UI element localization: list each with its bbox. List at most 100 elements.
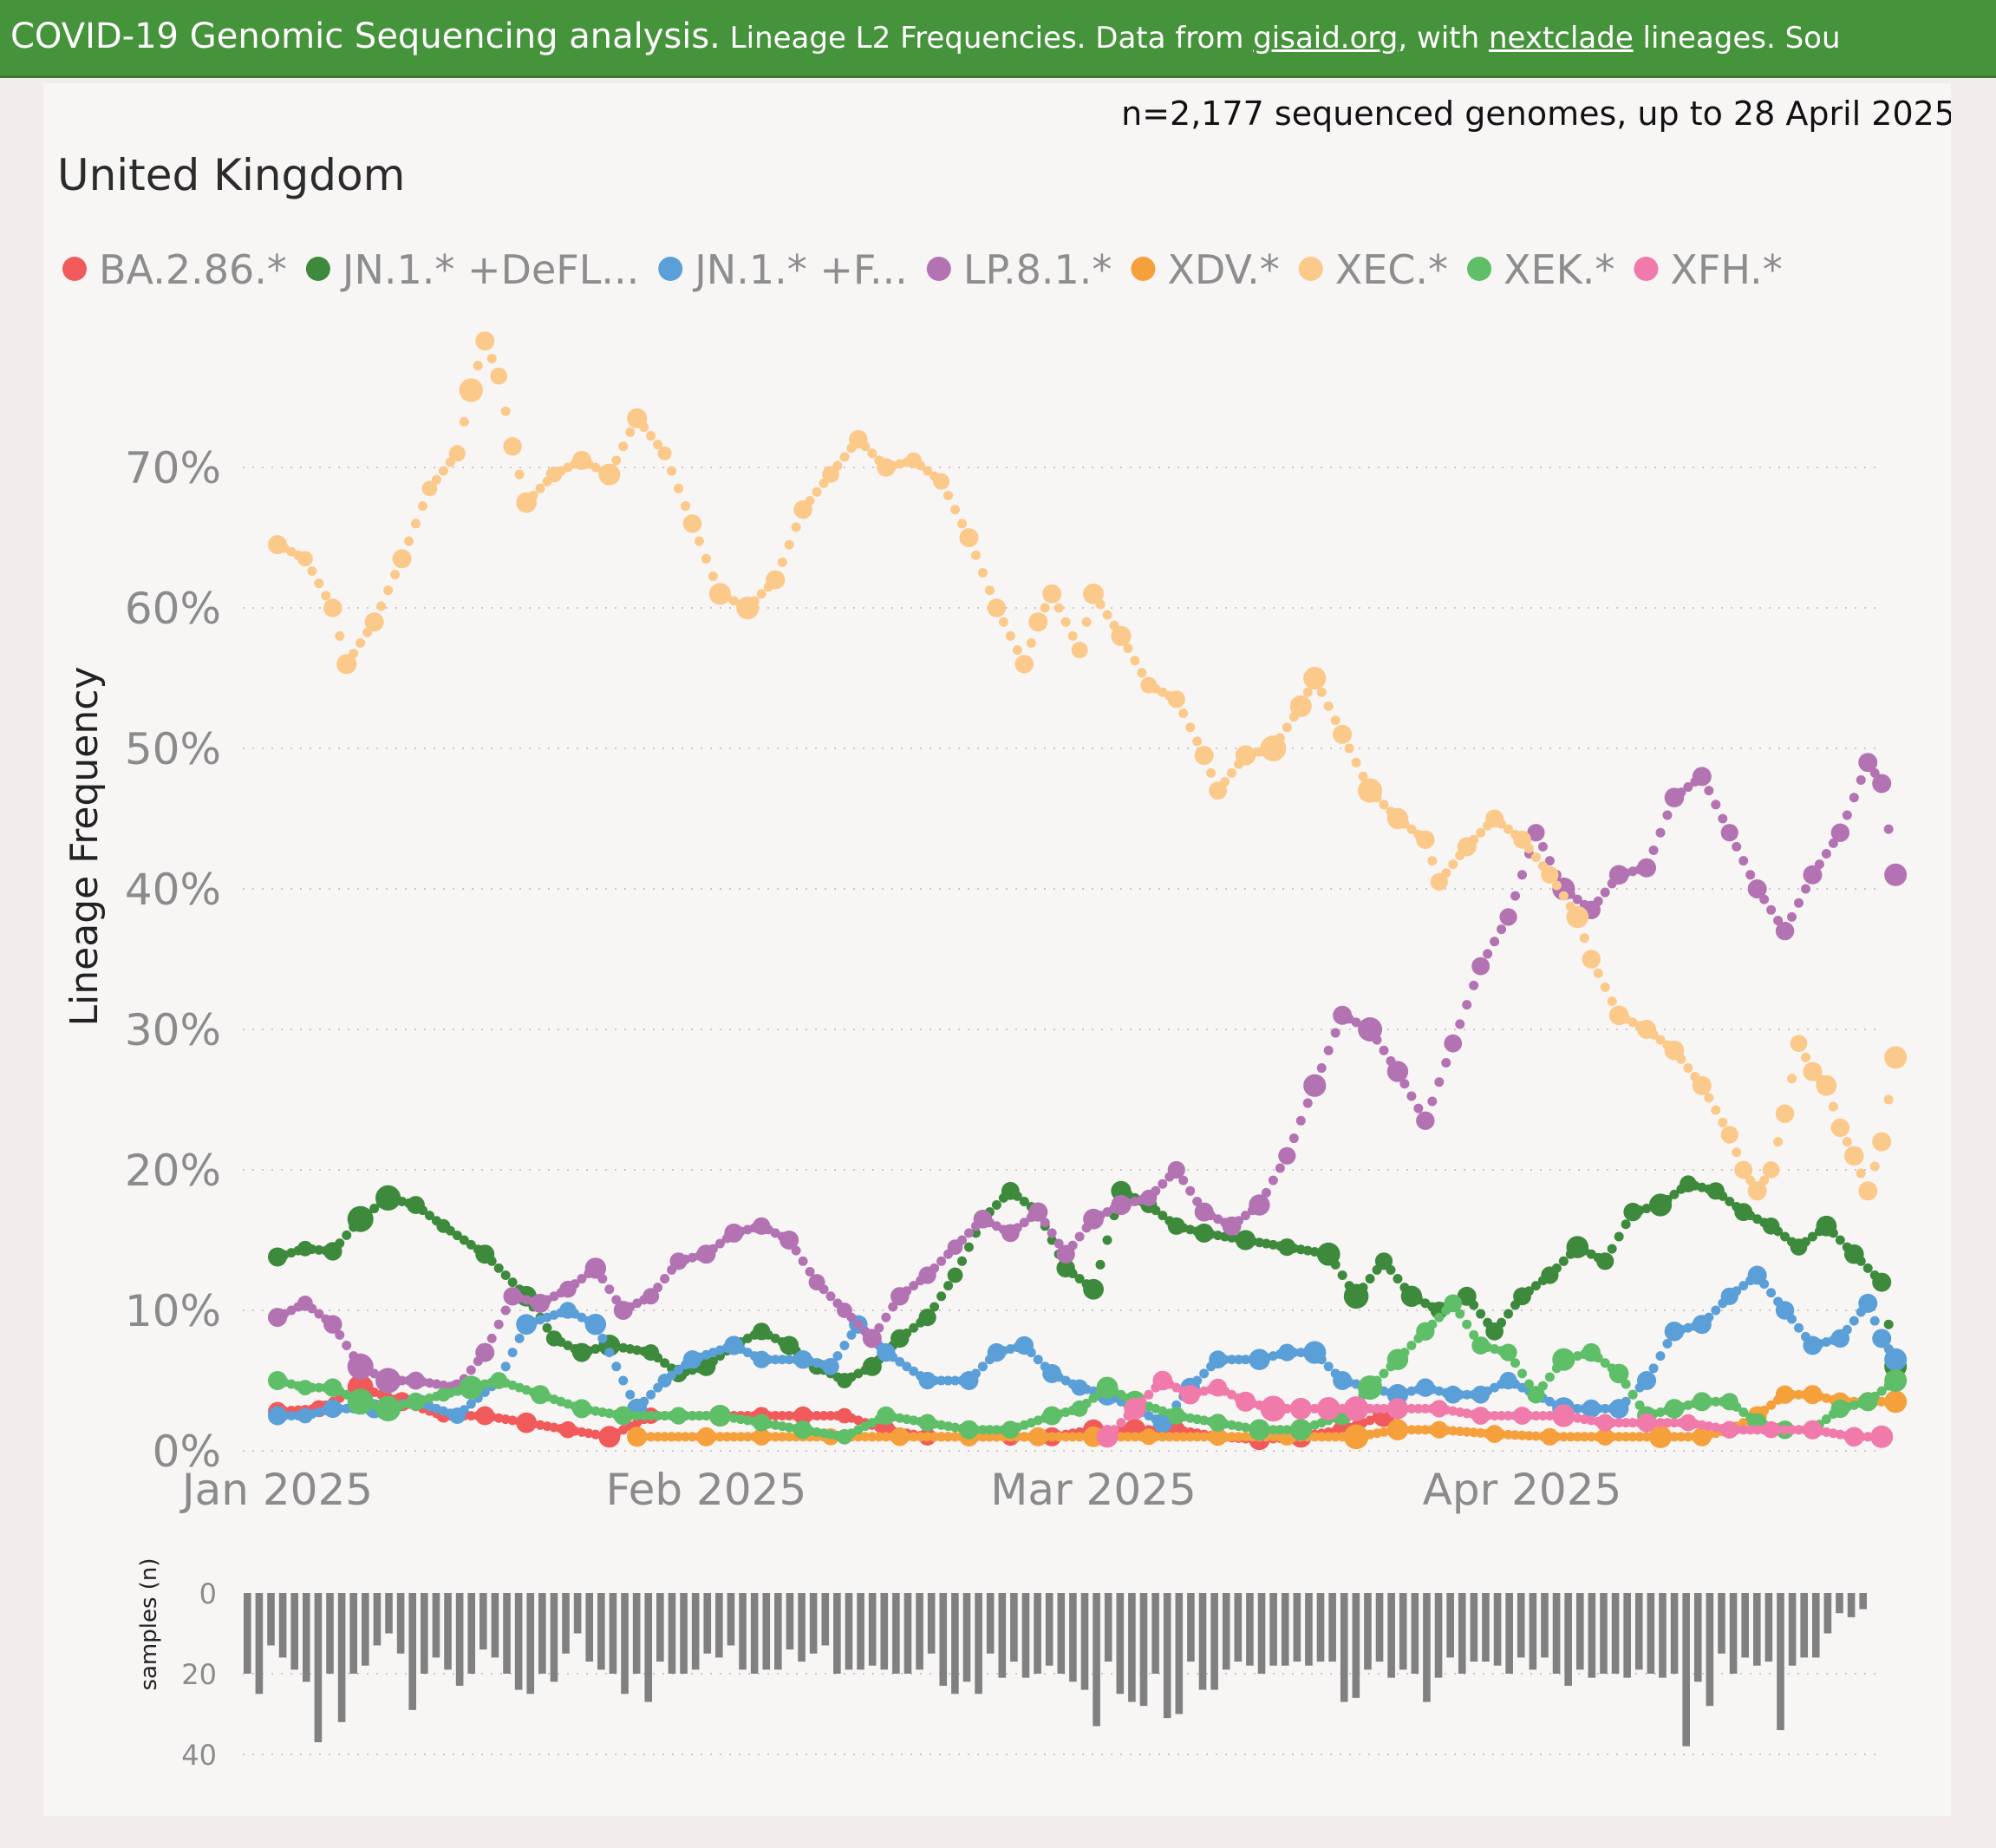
data-point <box>597 1333 608 1343</box>
y-tick-label: 40% <box>125 865 221 915</box>
data-point <box>1607 1418 1617 1428</box>
data-point <box>1517 1430 1527 1440</box>
sample-bar <box>1505 1593 1513 1674</box>
data-point <box>1185 1432 1196 1442</box>
data-point <box>1303 1074 1327 1097</box>
data-series <box>268 331 1908 1451</box>
samples-subchart: 0 20 40 <box>181 1577 1877 1772</box>
sample-bar <box>1340 1593 1348 1702</box>
data-point <box>1109 1425 1119 1435</box>
data-point <box>1872 1132 1892 1152</box>
data-point <box>735 1432 746 1442</box>
data-point <box>625 1411 636 1420</box>
sample-bar <box>1375 1593 1384 1662</box>
data-point <box>1655 1035 1666 1045</box>
data-point <box>618 1375 629 1386</box>
nextclade-link[interactable]: nextclade <box>1488 21 1634 56</box>
legend-marker <box>926 257 951 281</box>
gisaid-link[interactable]: gisaid.org <box>1253 21 1399 56</box>
data-point <box>681 501 691 512</box>
data-point <box>459 1235 469 1245</box>
data-point <box>977 1425 988 1435</box>
data-point <box>1745 870 1756 880</box>
data-point <box>604 1284 615 1295</box>
data-point <box>1102 610 1112 620</box>
data-point <box>1517 870 1527 880</box>
data-point <box>1844 1427 1864 1447</box>
data-point <box>364 612 384 632</box>
data-point <box>1794 1322 1804 1333</box>
data-point <box>753 1427 771 1446</box>
data-point <box>1510 891 1521 901</box>
sample-bar <box>1800 1593 1808 1658</box>
data-point <box>1455 1389 1465 1400</box>
data-point <box>1816 1074 1837 1096</box>
legend-item[interactable]: JN.1.* +DeFL... <box>305 246 639 293</box>
data-point <box>1441 1057 1451 1068</box>
data-point <box>1718 813 1728 824</box>
data-point <box>1295 1348 1306 1358</box>
data-point <box>770 1432 780 1442</box>
data-point <box>1800 884 1810 894</box>
data-point <box>1192 1432 1203 1442</box>
data-point <box>1530 1431 1541 1441</box>
data-point <box>1379 1045 1389 1055</box>
data-point <box>1151 1185 1161 1196</box>
sample-bar <box>1482 1593 1490 1662</box>
data-point <box>1558 1256 1569 1266</box>
data-point <box>314 1309 324 1319</box>
data-point <box>598 463 621 486</box>
legend: BA.2.86.* JN.1.* +DeFL... JN.1.* +F... LP.8… <box>62 246 1783 293</box>
data-point <box>1775 1385 1795 1404</box>
data-point <box>1192 1375 1203 1386</box>
data-point <box>1309 1432 1320 1442</box>
data-point <box>577 1274 587 1284</box>
legend-item[interactable]: XEC.* <box>1298 246 1448 293</box>
sample-bar <box>1045 1593 1053 1666</box>
legend-item[interactable]: XDV.* <box>1131 246 1280 293</box>
legend-label: XDV.* <box>1167 246 1279 293</box>
sample-bar <box>868 1593 877 1666</box>
data-point <box>1856 1168 1866 1179</box>
data-point <box>860 441 871 452</box>
data-point <box>1386 1264 1396 1275</box>
legend-item[interactable]: BA.2.86.* <box>62 246 287 293</box>
sample-bar <box>1093 1593 1100 1727</box>
data-point <box>639 1432 649 1442</box>
legend-item[interactable]: LP.8.1.* <box>926 246 1112 293</box>
data-point <box>674 483 684 493</box>
sample-bar <box>1034 1593 1041 1674</box>
data-point <box>1669 1432 1680 1442</box>
data-point <box>421 480 438 497</box>
data-point <box>1469 980 1479 990</box>
sample-bar <box>1434 1593 1443 1678</box>
data-point <box>1720 1420 1738 1439</box>
legend-item[interactable]: XFH.* <box>1634 246 1783 293</box>
data-point <box>1130 656 1140 666</box>
data-point <box>1662 1432 1673 1442</box>
data-point <box>1028 1202 1048 1222</box>
data-point <box>646 1389 656 1400</box>
data-point <box>1123 643 1133 654</box>
samples-tick-label: 20 <box>181 1658 217 1691</box>
legend-marker <box>1131 257 1156 281</box>
data-point <box>1140 1428 1158 1446</box>
legend-item[interactable]: JN.1.* +F... <box>658 246 908 293</box>
data-point <box>1047 1432 1057 1442</box>
data-point <box>639 421 649 432</box>
legend-item[interactable]: XEK.* <box>1467 246 1614 293</box>
data-point <box>466 1365 476 1375</box>
data-point <box>1019 1196 1029 1206</box>
data-point <box>1268 1432 1278 1442</box>
data-point <box>1178 1175 1189 1185</box>
data-point <box>507 1277 518 1288</box>
data-point <box>1637 1413 1657 1433</box>
data-point <box>1572 1403 1582 1414</box>
sample-bar <box>1187 1593 1195 1662</box>
data-point <box>1490 937 1500 947</box>
data-point <box>1551 1432 1562 1442</box>
data-point <box>1275 1403 1285 1414</box>
data-point <box>1884 1369 1908 1392</box>
data-point <box>1600 887 1610 898</box>
data-point <box>970 1228 981 1238</box>
